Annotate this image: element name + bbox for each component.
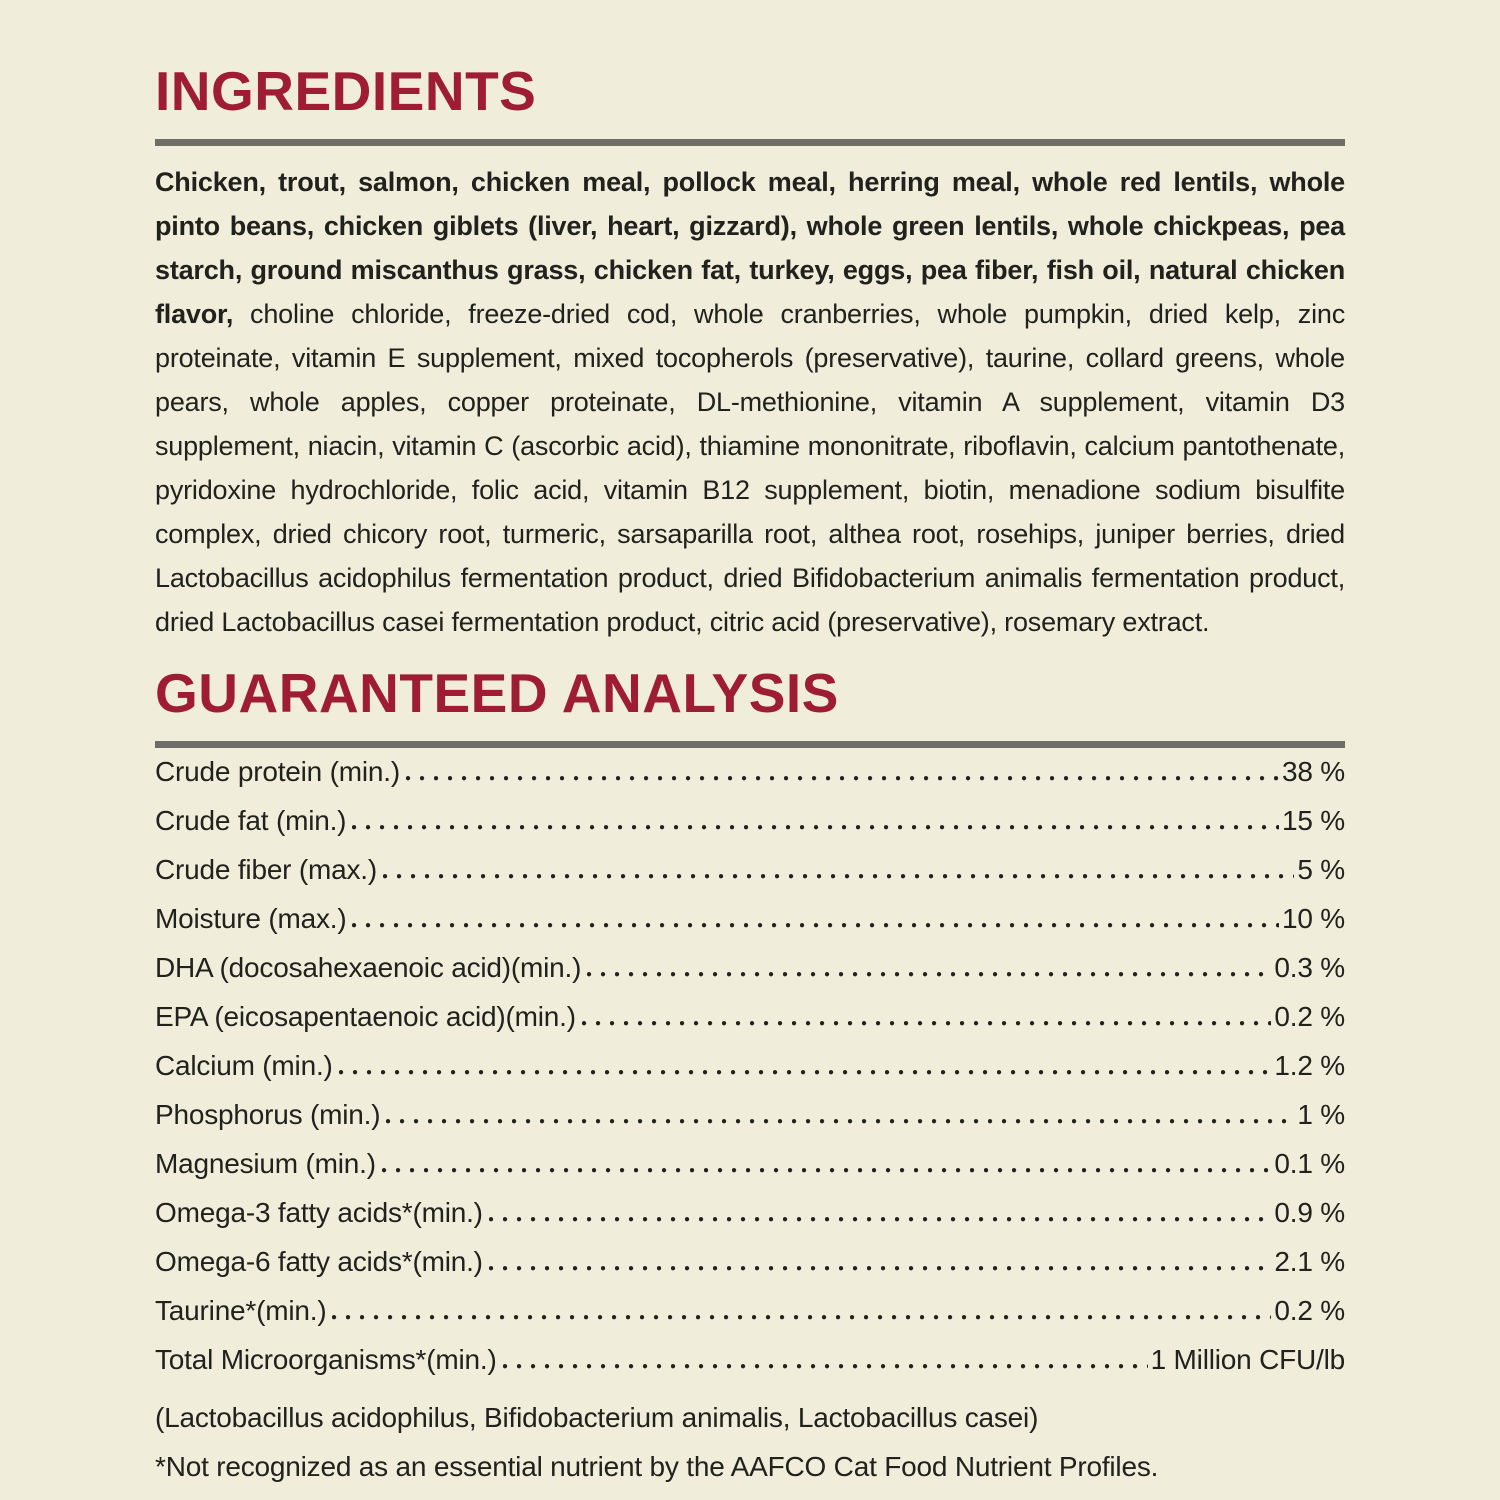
analysis-row-label: Phosphorus (min.) xyxy=(155,1099,381,1130)
analysis-row-label: Crude fat (min.) xyxy=(155,805,347,836)
analysis-row-label: Crude fiber (max.) xyxy=(155,854,378,885)
dot-leader xyxy=(405,775,1279,781)
guaranteed-analysis-divider xyxy=(155,741,1345,748)
analysis-row-label: Taurine*(min.) xyxy=(155,1295,327,1326)
analysis-row-omega-3: Omega-3 fatty acids*(min.) 0.9 % xyxy=(155,1197,1345,1246)
analysis-row-crude-protein: Crude protein (min.) 38 % xyxy=(155,756,1345,805)
analysis-row-label: Moisture (max.) xyxy=(155,903,347,934)
analysis-row-value: 0.2 % xyxy=(1274,1295,1345,1326)
analysis-row-label: Total Microorganisms*(min.) xyxy=(155,1344,497,1375)
analysis-row-crude-fat: Crude fat (min.) 15 % xyxy=(155,805,1345,854)
dot-leader xyxy=(581,1020,1272,1026)
dot-leader xyxy=(502,1363,1148,1369)
analysis-row-taurine: Taurine*(min.) 0.2 % xyxy=(155,1295,1345,1344)
dot-leader xyxy=(383,873,1295,879)
analysis-row-label: EPA (eicosapentaenoic acid)(min.) xyxy=(155,1001,576,1032)
ingredients-primary-list: Chicken, trout, salmon, chicken meal, po… xyxy=(155,167,1345,329)
analysis-row-value: 5 % xyxy=(1297,854,1345,885)
analysis-row-omega-6: Omega-6 fatty acids*(min.) 2.1 % xyxy=(155,1246,1345,1295)
dot-leader xyxy=(386,1118,1295,1124)
analysis-row-value: 1 % xyxy=(1297,1099,1345,1130)
analysis-row-value: 2.1 % xyxy=(1274,1246,1345,1277)
analysis-row-value: 0.2 % xyxy=(1274,1001,1345,1032)
analysis-row-epa: EPA (eicosapentaenoic acid)(min.) 0.2 % xyxy=(155,1001,1345,1050)
analysis-row-dha: DHA (docosahexaenoic acid)(min.) 0.3 % xyxy=(155,952,1345,1001)
analysis-row-label: Calcium (min.) xyxy=(155,1050,333,1081)
dot-leader xyxy=(332,1314,1272,1320)
dot-leader xyxy=(488,1216,1272,1222)
microorganism-species-note: (Lactobacillus acidophilus, Bifidobacter… xyxy=(155,1402,1039,1433)
dot-leader xyxy=(381,1167,1272,1173)
ingredients-text: Chicken, trout, salmon, chicken meal, po… xyxy=(155,160,1345,644)
dot-leader xyxy=(352,922,1279,928)
analysis-row-value: 1 Million CFU/lb xyxy=(1150,1344,1346,1375)
analysis-row-label: Magnesium (min.) xyxy=(155,1148,376,1179)
guaranteed-analysis-title: GUARANTEED ANALYSIS xyxy=(155,662,839,724)
analysis-row-label: DHA (docosahexaenoic acid)(min.) xyxy=(155,952,582,983)
dot-leader xyxy=(488,1265,1272,1271)
analysis-row-phosphorus: Phosphorus (min.) 1 % xyxy=(155,1099,1345,1148)
analysis-row-value: 0.9 % xyxy=(1274,1197,1345,1228)
dot-leader xyxy=(587,971,1272,977)
analysis-row-label: Omega-6 fatty acids*(min.) xyxy=(155,1246,483,1277)
analysis-row-value: 15 % xyxy=(1281,805,1345,836)
analysis-row-total-microorganisms: Total Microorganisms*(min.) 1 Million CF… xyxy=(155,1344,1345,1393)
analysis-row-value: 0.1 % xyxy=(1274,1148,1345,1179)
ingredients-divider xyxy=(155,139,1345,146)
analysis-row-value: 0.3 % xyxy=(1274,952,1345,983)
ingredients-section: INGREDIENTS Chicken, trout, salmon, chic… xyxy=(155,64,1345,644)
guaranteed-analysis-table: Crude protein (min.) 38 % Crude fat (min… xyxy=(155,756,1345,1393)
analysis-row-magnesium: Magnesium (min.) 0.1 % xyxy=(155,1148,1345,1197)
analysis-row-value: 1.2 % xyxy=(1274,1050,1345,1081)
analysis-row-value: 38 % xyxy=(1281,756,1345,787)
analysis-row-calcium: Calcium (min.) 1.2 % xyxy=(155,1050,1345,1099)
analysis-row-label: Omega-3 fatty acids*(min.) xyxy=(155,1197,483,1228)
analysis-row-label: Crude protein (min.) xyxy=(155,756,400,787)
dot-leader xyxy=(338,1069,1272,1075)
aafco-footnote: *Not recognized as an essential nutrient… xyxy=(155,1451,1159,1482)
dot-leader xyxy=(352,824,1279,830)
guaranteed-analysis-section: GUARANTEED ANALYSIS Crude protein (min.)… xyxy=(155,666,1345,1491)
ingredients-secondary-list: choline chloride, freeze-dried cod, whol… xyxy=(155,299,1345,637)
ingredients-title: INGREDIENTS xyxy=(155,60,537,122)
analysis-row-crude-fiber: Crude fiber (max.) 5 % xyxy=(155,854,1345,903)
analysis-row-moisture: Moisture (max.) 10 % xyxy=(155,903,1345,952)
analysis-row-value: 10 % xyxy=(1281,903,1345,934)
